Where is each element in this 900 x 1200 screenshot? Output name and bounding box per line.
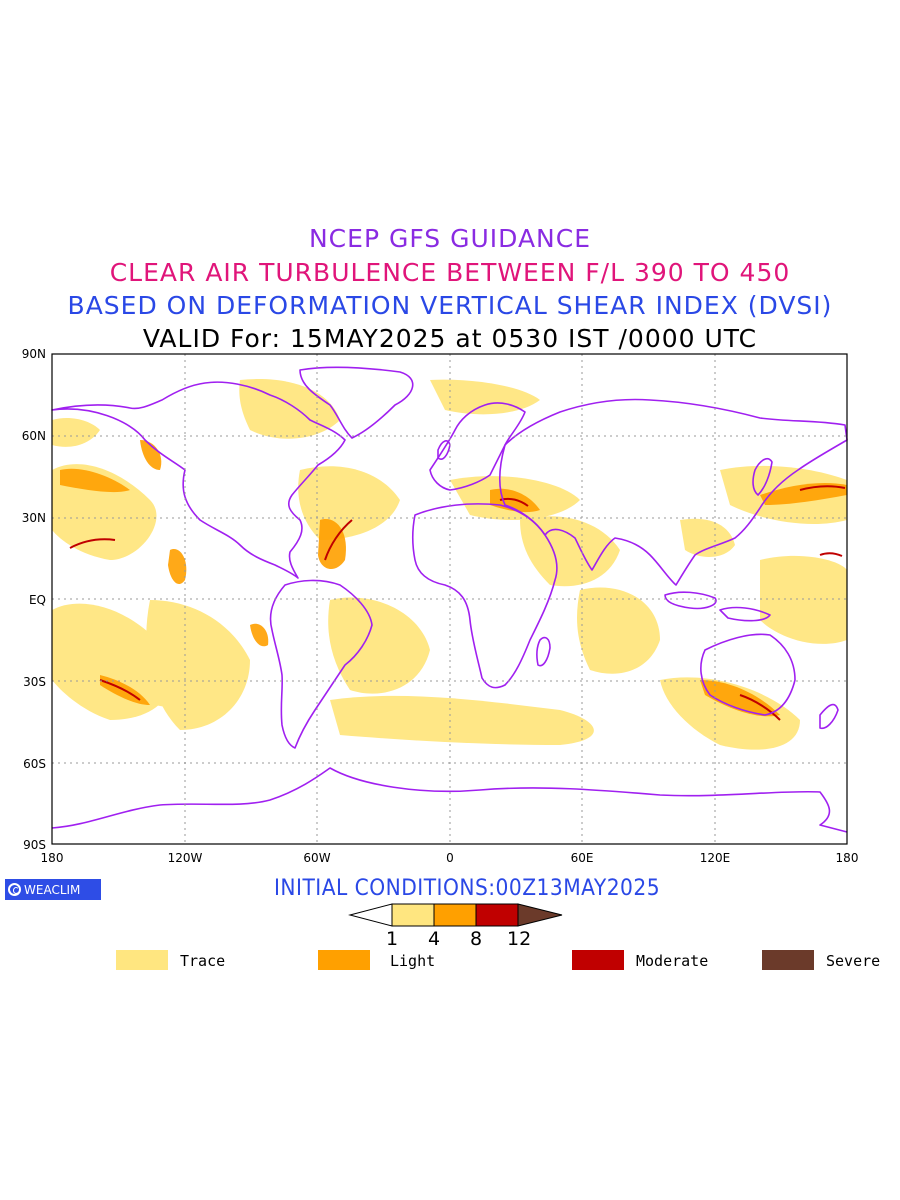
lat-label: 60N (22, 429, 46, 443)
legend-swatch-light (318, 950, 370, 970)
colorbar-tick: 8 (470, 928, 483, 950)
title-line-3: BASED ON DEFORMATION VERTICAL SHEAR INDE… (67, 291, 833, 320)
lat-label: 60S (23, 757, 46, 771)
lon-label: 120E (700, 851, 731, 865)
latitude-labels: 90N 60N 30N EQ 30S 60S 90S (22, 347, 46, 852)
legend-swatch-trace (116, 950, 168, 970)
colorbar-moderate (475, 903, 519, 927)
legend-label-severe: Severe (826, 952, 881, 970)
title-line-4: VALID For: 15MAY2025 at 0530 IST /0000 U… (142, 324, 758, 353)
lon-label: 0 (446, 851, 454, 865)
colorbar (348, 903, 563, 927)
lat-label: 90S (23, 838, 46, 852)
lon-label: 180 (836, 851, 859, 865)
colorbar-tick: 1 (386, 928, 399, 950)
initial-conditions: INITIAL CONDITIONS:00Z13MAY2025 (274, 876, 661, 901)
lat-label: 90N (22, 347, 46, 361)
legend-label-moderate: Moderate (636, 952, 709, 970)
map-grid (52, 354, 847, 844)
lat-label: 30N (22, 511, 46, 525)
colorbar-trace (391, 903, 435, 927)
lon-label: 180 (41, 851, 64, 865)
legend-label-light: Light (390, 952, 436, 970)
colorbar-light (433, 903, 477, 927)
longitude-labels: 180 120W 60W 0 60E 120E 180 (41, 851, 859, 865)
legend-swatch-severe (762, 950, 814, 970)
colorbar-tick: 12 (507, 928, 532, 950)
lat-label: 30S (23, 675, 46, 689)
title-line-1: NCEP GFS GUIDANCE (308, 224, 591, 253)
lon-label: 120W (168, 851, 203, 865)
turbulence-map: 90N 60N 30N EQ 30S 60S 90S 180 120W 60W … (22, 347, 859, 865)
coastlines (51, 366, 848, 833)
lon-label: 60E (571, 851, 594, 865)
colorbar-tick: 4 (428, 928, 441, 950)
moderate-shading (69, 485, 846, 721)
logo-text: WEACLIM (24, 882, 81, 897)
map-frame (51, 353, 848, 845)
weaclim-logo: WEACLIM (5, 879, 101, 900)
weaclim-logo-icon (8, 883, 21, 896)
legend-label-trace: Trace (180, 952, 226, 970)
colorbar-high-arrow (517, 903, 563, 927)
lat-label: EQ (29, 593, 46, 607)
title-line-2: CLEAR AIR TURBULENCE BETWEEN F/L 390 TO … (109, 258, 791, 287)
legend-swatch-moderate (572, 950, 624, 970)
lon-label: 60W (303, 851, 330, 865)
colorbar-low-arrow (348, 903, 393, 927)
